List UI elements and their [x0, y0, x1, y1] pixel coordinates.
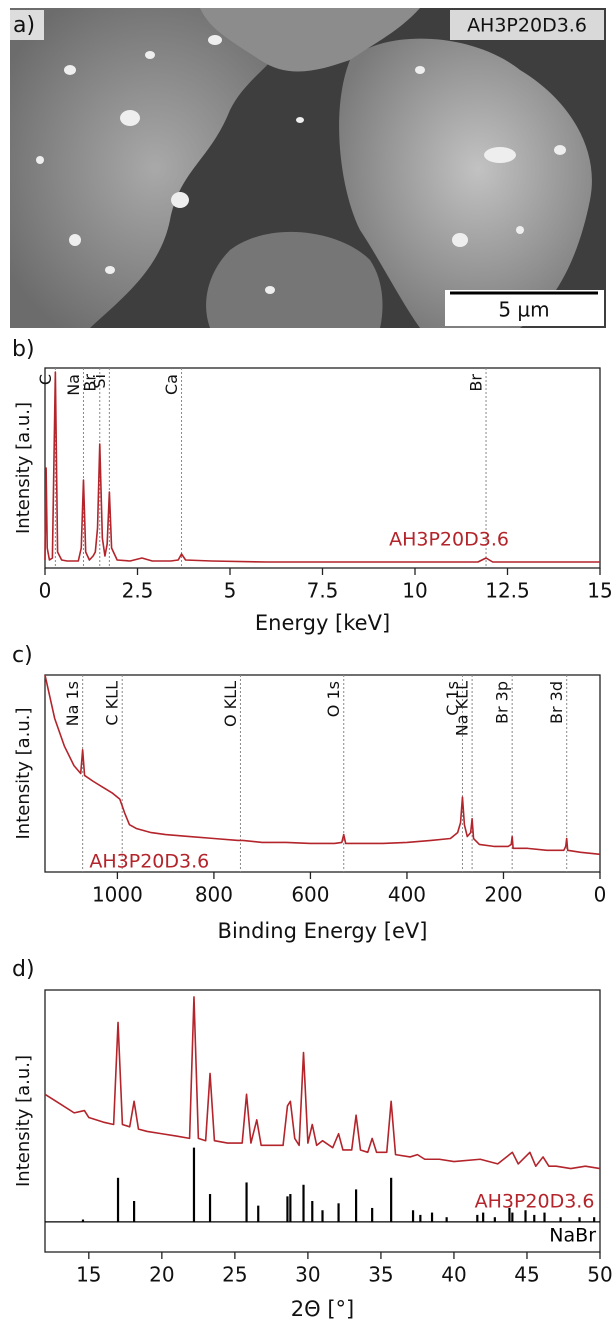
annotation-label: O 1s [324, 681, 343, 717]
x-tick-label: 200 [484, 883, 522, 907]
x-tick-label: 10 [402, 579, 427, 603]
x-tick-label: 0 [39, 579, 52, 603]
x-tick-label: 600 [291, 883, 329, 907]
y-axis-title: Intensity [a.u.] [13, 402, 34, 534]
annotation-label: C 1s [443, 681, 462, 716]
series-label: AH3P20D3.6 [389, 529, 509, 551]
sample-label-box [450, 10, 604, 40]
x-tick-label: 0 [594, 883, 607, 907]
y-axis-title: Intensity [a.u.] [13, 708, 34, 840]
sample-label: AH3P20D3.6 [467, 15, 587, 37]
panel-label: d) [12, 957, 35, 982]
annotation-label: C KLL [103, 681, 122, 726]
panel-label: a) [13, 13, 35, 38]
annotation-label: O KLL [221, 681, 240, 727]
x-tick-label: 12.5 [485, 579, 530, 603]
sem-image: a) AH3P20D3.6 5 µm [10, 8, 606, 329]
y-axis-title: Intensity [a.u.] [13, 1055, 34, 1187]
x-tick-label: 2.5 [122, 579, 154, 603]
annotation-label: Br 3d [547, 681, 566, 724]
chart-panel: c) Intensity [a.u.] Binding Energy [eV] 100… [12, 643, 606, 943]
series-label: NaBr [549, 1224, 596, 1246]
sem-grain [339, 38, 592, 329]
x-tick-label: 15 [587, 579, 612, 603]
sem-grain [206, 231, 383, 328]
x-tick-label: 800 [195, 883, 233, 907]
x-axis-title: Binding Energy [eV] [218, 919, 428, 943]
plot-frame [44, 367, 601, 569]
x-tick-label: 50 [587, 1263, 612, 1287]
x-tick-label: 1000 [92, 883, 143, 907]
x-tick-label: 30 [295, 1263, 320, 1287]
x-tick-label: 35 [368, 1263, 393, 1287]
annotation-label: Br [80, 374, 99, 392]
x-tick-label: 15 [76, 1263, 101, 1287]
annotation-label: Si [90, 374, 109, 389]
x-axis-title: Energy [keV] [255, 611, 390, 635]
x-axis-title: 2Θ [°] [291, 1297, 354, 1321]
series-label: AH3P20D3.6 [475, 1191, 595, 1213]
x-tick-label: 45 [514, 1263, 539, 1287]
scale-bar-label: 5 µm [498, 298, 549, 322]
annotation-label: Na [64, 374, 83, 396]
x-tick-label: 40 [441, 1263, 466, 1287]
x-tick-label: 25 [222, 1263, 247, 1287]
annotation-label: Br 3p [493, 681, 512, 724]
chart-panel: d) Intensity [a.u.] 2Θ [°] 15 20 25 30 35 40 45 50… [12, 957, 613, 1321]
x-tick-label: 7.5 [307, 579, 339, 603]
scale-bar-box [445, 290, 604, 326]
panel-label-box [10, 10, 44, 40]
series-label: AH3P20D3.6 [89, 851, 209, 873]
sem-grain [10, 8, 300, 328]
panel-label: b) [12, 337, 35, 362]
x-tick-label: 20 [149, 1263, 174, 1287]
annotation-label: C [36, 374, 55, 385]
annotation-label: Ca [162, 374, 181, 395]
annotation-label: Br [467, 374, 486, 392]
sem-particles [36, 35, 566, 294]
spectrum-line [44, 674, 601, 856]
chart-panel: b) Intensity [a.u.] Energy [keV] 0 2.5 5 7.5 10… [12, 337, 613, 635]
annotation-label: Na KLL [453, 681, 472, 736]
spectrum-line [44, 996, 601, 1170]
annotation-label: Na 1s [63, 681, 82, 726]
x-tick-label: 400 [388, 883, 426, 907]
plot-frame [44, 674, 601, 873]
sem-grain [200, 8, 420, 72]
panel-label: c) [12, 643, 33, 668]
plot-frame [44, 989, 601, 1253]
spectrum-line [44, 371, 600, 563]
x-tick-label: 5 [224, 579, 237, 603]
